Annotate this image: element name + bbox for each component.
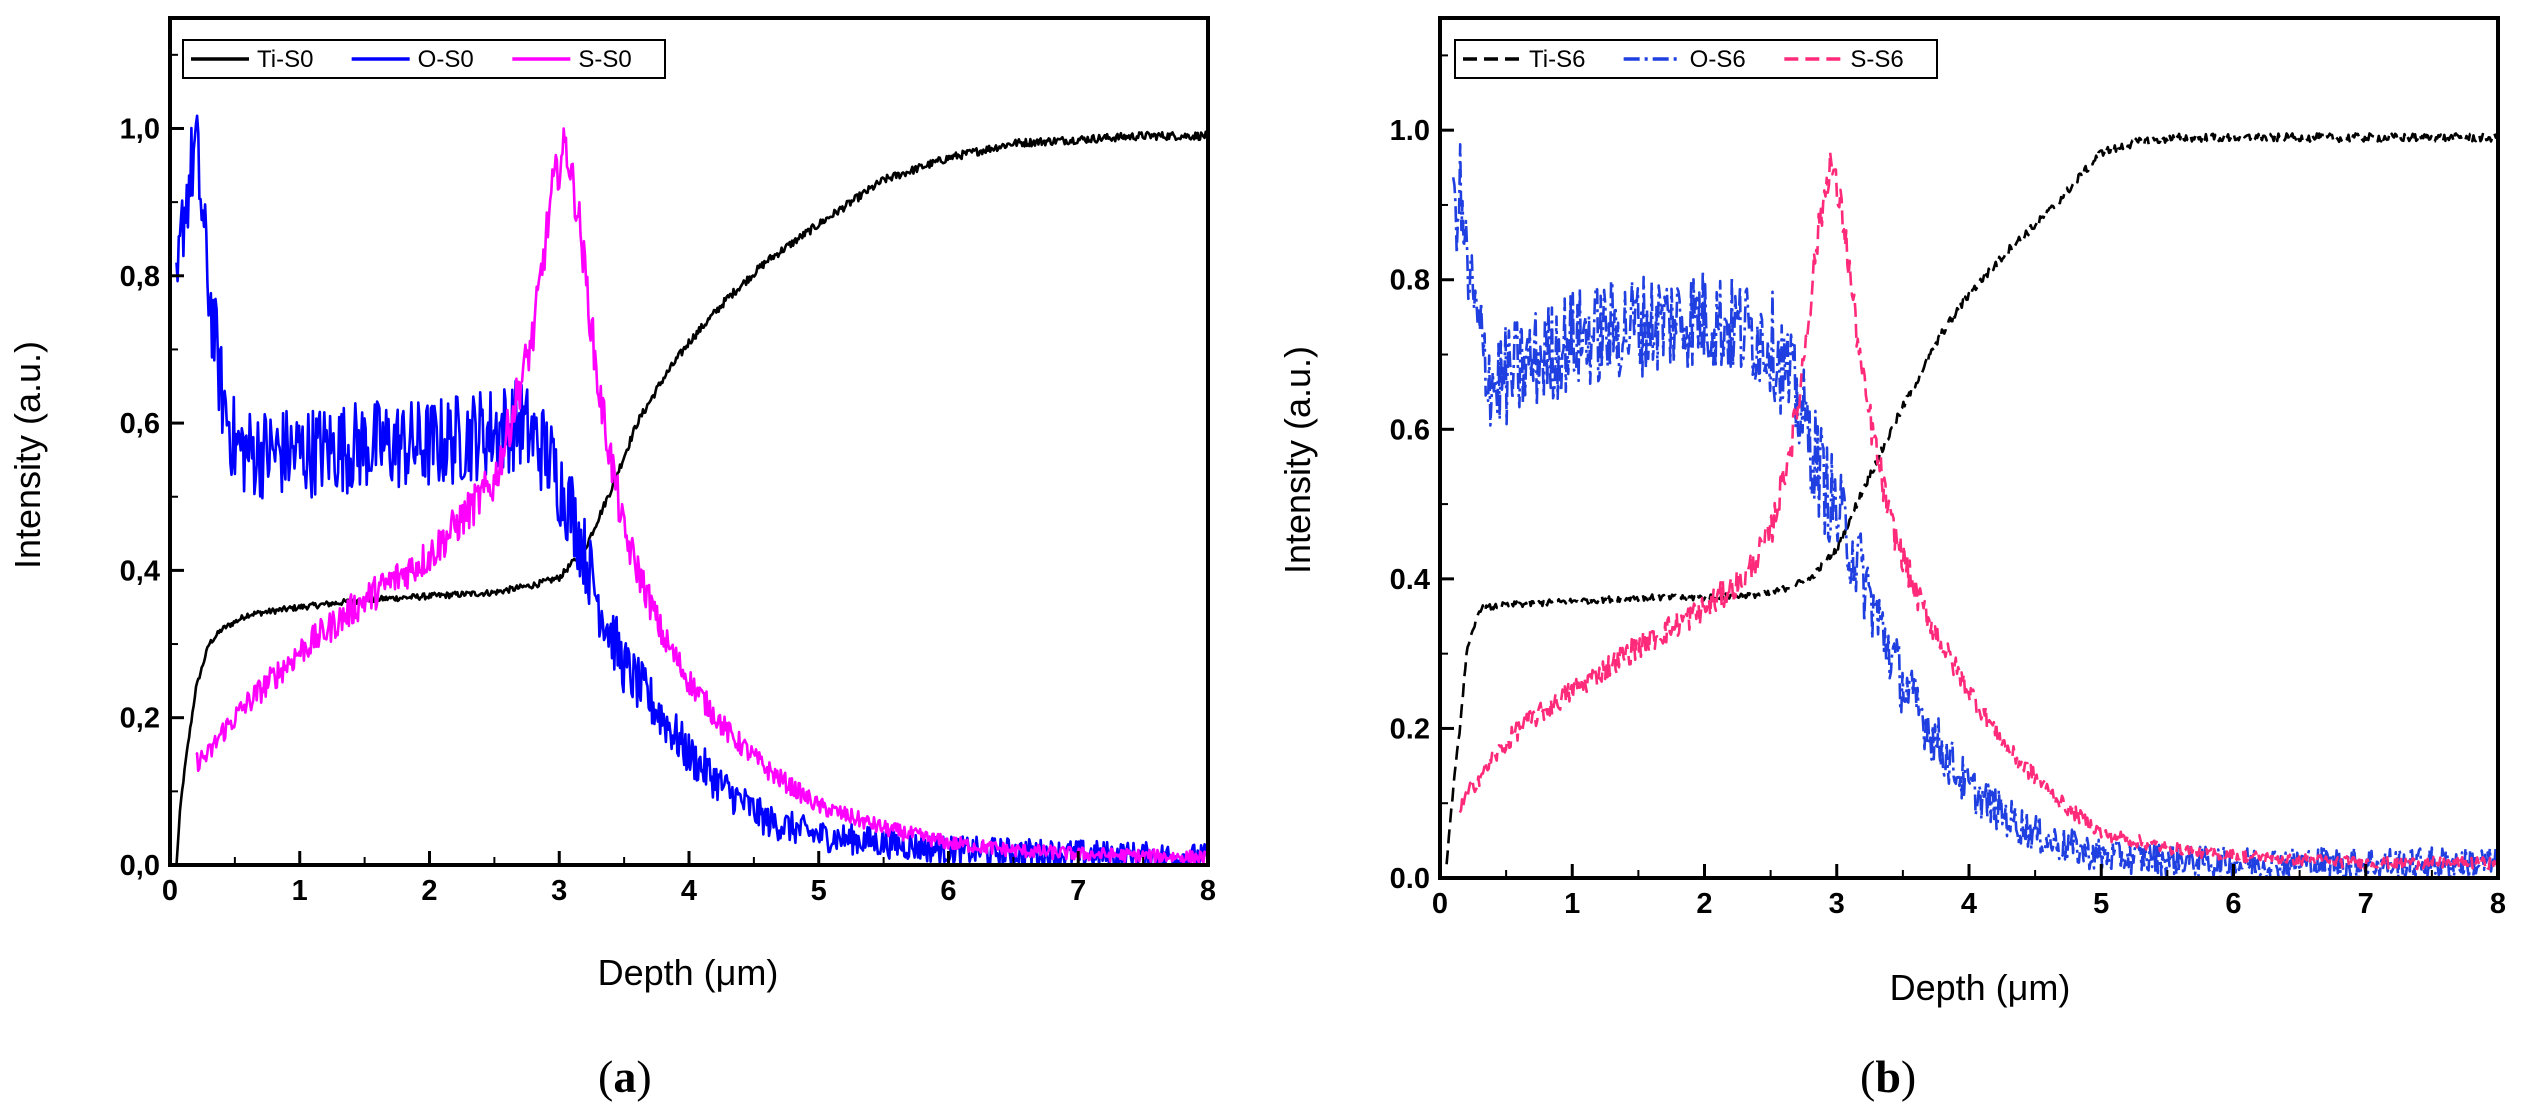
panel-a-series-o-s0	[175, 114, 1210, 867]
panel-b-x-tick-label: 7	[2358, 888, 2374, 920]
panel-b-series-ti-s6	[1445, 132, 2500, 865]
panel-b-plot-frame	[1438, 16, 2500, 880]
panel-b-series-o-s6	[1451, 143, 2500, 880]
panel-a-y-tick-label: 1,0	[120, 113, 160, 145]
panel-a-y-tick-label: 0,8	[120, 261, 160, 293]
panel-b-x-tick-label: 4	[1961, 888, 1977, 920]
panel-b-legend-box	[1454, 39, 1938, 79]
panel-b-x-tick-label: 1	[1564, 888, 1580, 920]
panel-b-legend: Ti-S6 O-S6 S-S6	[1454, 39, 1938, 79]
panel-b-y-tick-label: 0.0	[1390, 863, 1430, 895]
panel-b-caption: (b)	[1860, 1051, 1916, 1102]
panel-b-y-tick-label: 0.4	[1390, 564, 1430, 596]
panel-b-x-axis-title: Depth (μm)	[1890, 967, 2071, 1008]
panel-a-x-tick-label: 7	[1070, 875, 1086, 907]
panel-a-y-tick-label: 0,2	[120, 703, 160, 735]
panel-b-x-tick-label: 5	[2093, 888, 2109, 920]
panel-b-legend-entry: O-S6	[1690, 46, 1746, 73]
panel-a-series-s-s0	[195, 127, 1209, 865]
panel-a-y-tick-label: 0,0	[120, 850, 160, 882]
panel-b-x-tick-label: 0	[1432, 888, 1448, 920]
panel-b-y-tick-label: 0.6	[1390, 414, 1430, 446]
panel-a-legend-entry: O-S0	[418, 46, 474, 73]
panel-b-legend-entry: Ti-S6	[1529, 46, 1585, 73]
panel-a-x-axis-title: Depth (μm)	[598, 952, 779, 993]
panel-a-y-tick-label: 0,4	[120, 555, 160, 587]
panel-b-x-tick-label: 2	[1696, 888, 1712, 920]
panel-b: Intensity (a.u.) Depth (μm) (b) 0 1 2 3 4 5 6 7…	[1277, 16, 2506, 1102]
panel-a-x-tick-label: 1	[292, 875, 308, 907]
panel-b-x-tick-label: 6	[2225, 888, 2241, 920]
panel-b-x-tick-label: 8	[2490, 888, 2506, 920]
panel-a-x-tick-label: 6	[940, 875, 956, 907]
panel-b-y-tick-label: 0.8	[1390, 265, 1430, 297]
panel-a-y-tick-label: 0,6	[120, 408, 160, 440]
panel-b-legend-entry: S-S6	[1850, 46, 1903, 73]
panel-a-legend-box	[182, 39, 666, 79]
panel-a-y-axis-title: Intensity (a.u.)	[7, 341, 48, 569]
panel-a-x-tick-label: 8	[1200, 875, 1216, 907]
panel-b-caption-letter: b	[1875, 1051, 1901, 1102]
panel-a-caption-letter: a	[613, 1051, 636, 1102]
panel-a-legend-entry: S-S0	[578, 46, 631, 73]
panel-b-y-axis-title: Intensity (a.u.)	[1277, 346, 1318, 574]
panel-b-y-tick-label: 0.2	[1390, 713, 1430, 745]
panel-b-y-tick-label: 1.0	[1390, 115, 1430, 147]
panel-a-x-tick-label: 5	[811, 875, 827, 907]
panel-a-x-tick-label: 0	[162, 875, 178, 907]
panel-a-x-tick-label: 2	[421, 875, 437, 907]
panel-b-x-tick-label: 3	[1829, 888, 1845, 920]
panel-a-legend: Ti-S0 O-S0 S-S0	[182, 39, 666, 79]
panel-a: Intensity (a.u.) Depth (μm) (a) 0 1 2 3 4 5 6 7…	[7, 16, 1216, 1102]
panel-a-x-tick-label: 3	[551, 875, 567, 907]
panel-a-caption: (a)	[598, 1051, 652, 1102]
panel-b-series-s-s6	[1458, 150, 2500, 871]
panel-a-legend-entry: Ti-S0	[257, 46, 313, 73]
panel-a-x-tick-label: 4	[681, 875, 697, 907]
